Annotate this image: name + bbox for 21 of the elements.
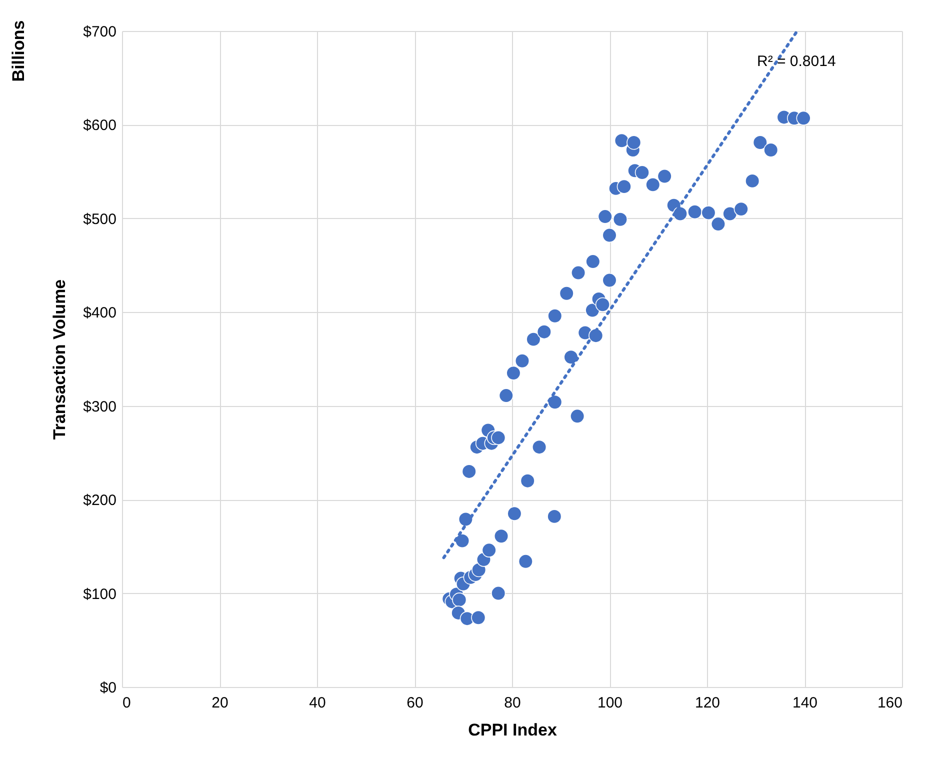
y-tick-label: $200	[83, 492, 116, 510]
y-tick-label: $400	[83, 304, 116, 322]
y-tick-label: $300	[83, 398, 116, 416]
x-tick-label: 120	[694, 694, 720, 712]
x-axis-title: CPPI Index	[468, 720, 558, 740]
y-tick-label: $0	[100, 680, 116, 696]
x-tick-label: 140	[792, 694, 818, 712]
x-tick-label: 0	[122, 694, 131, 712]
annotation: R² = 0.8014	[757, 53, 836, 70]
x-tick-label: 80	[504, 694, 521, 712]
x-tick-label: 20	[212, 694, 228, 712]
y-tick-label: $100	[83, 586, 116, 603]
x-tick-label: 60	[406, 694, 424, 712]
y-tick-label: $600	[83, 117, 116, 134]
x-tick-label: 100	[597, 694, 623, 712]
y-tick-label: $500	[83, 210, 116, 228]
text: Billions	[9, 20, 28, 82]
y-axis-title: Transaction Volume	[50, 279, 70, 440]
x-tick-label: 160	[877, 694, 902, 712]
y-tick-label: $700	[83, 24, 116, 40]
x-tick-label: 40	[309, 694, 326, 712]
